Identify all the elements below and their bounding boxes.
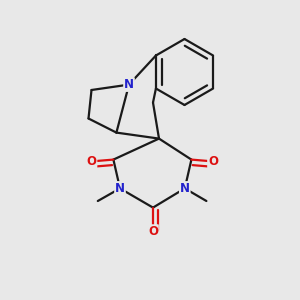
Text: N: N <box>124 78 134 91</box>
Text: O: O <box>208 155 218 168</box>
Text: N: N <box>115 182 125 195</box>
Text: N: N <box>180 182 190 195</box>
Text: O: O <box>148 225 158 238</box>
Text: O: O <box>86 155 97 168</box>
